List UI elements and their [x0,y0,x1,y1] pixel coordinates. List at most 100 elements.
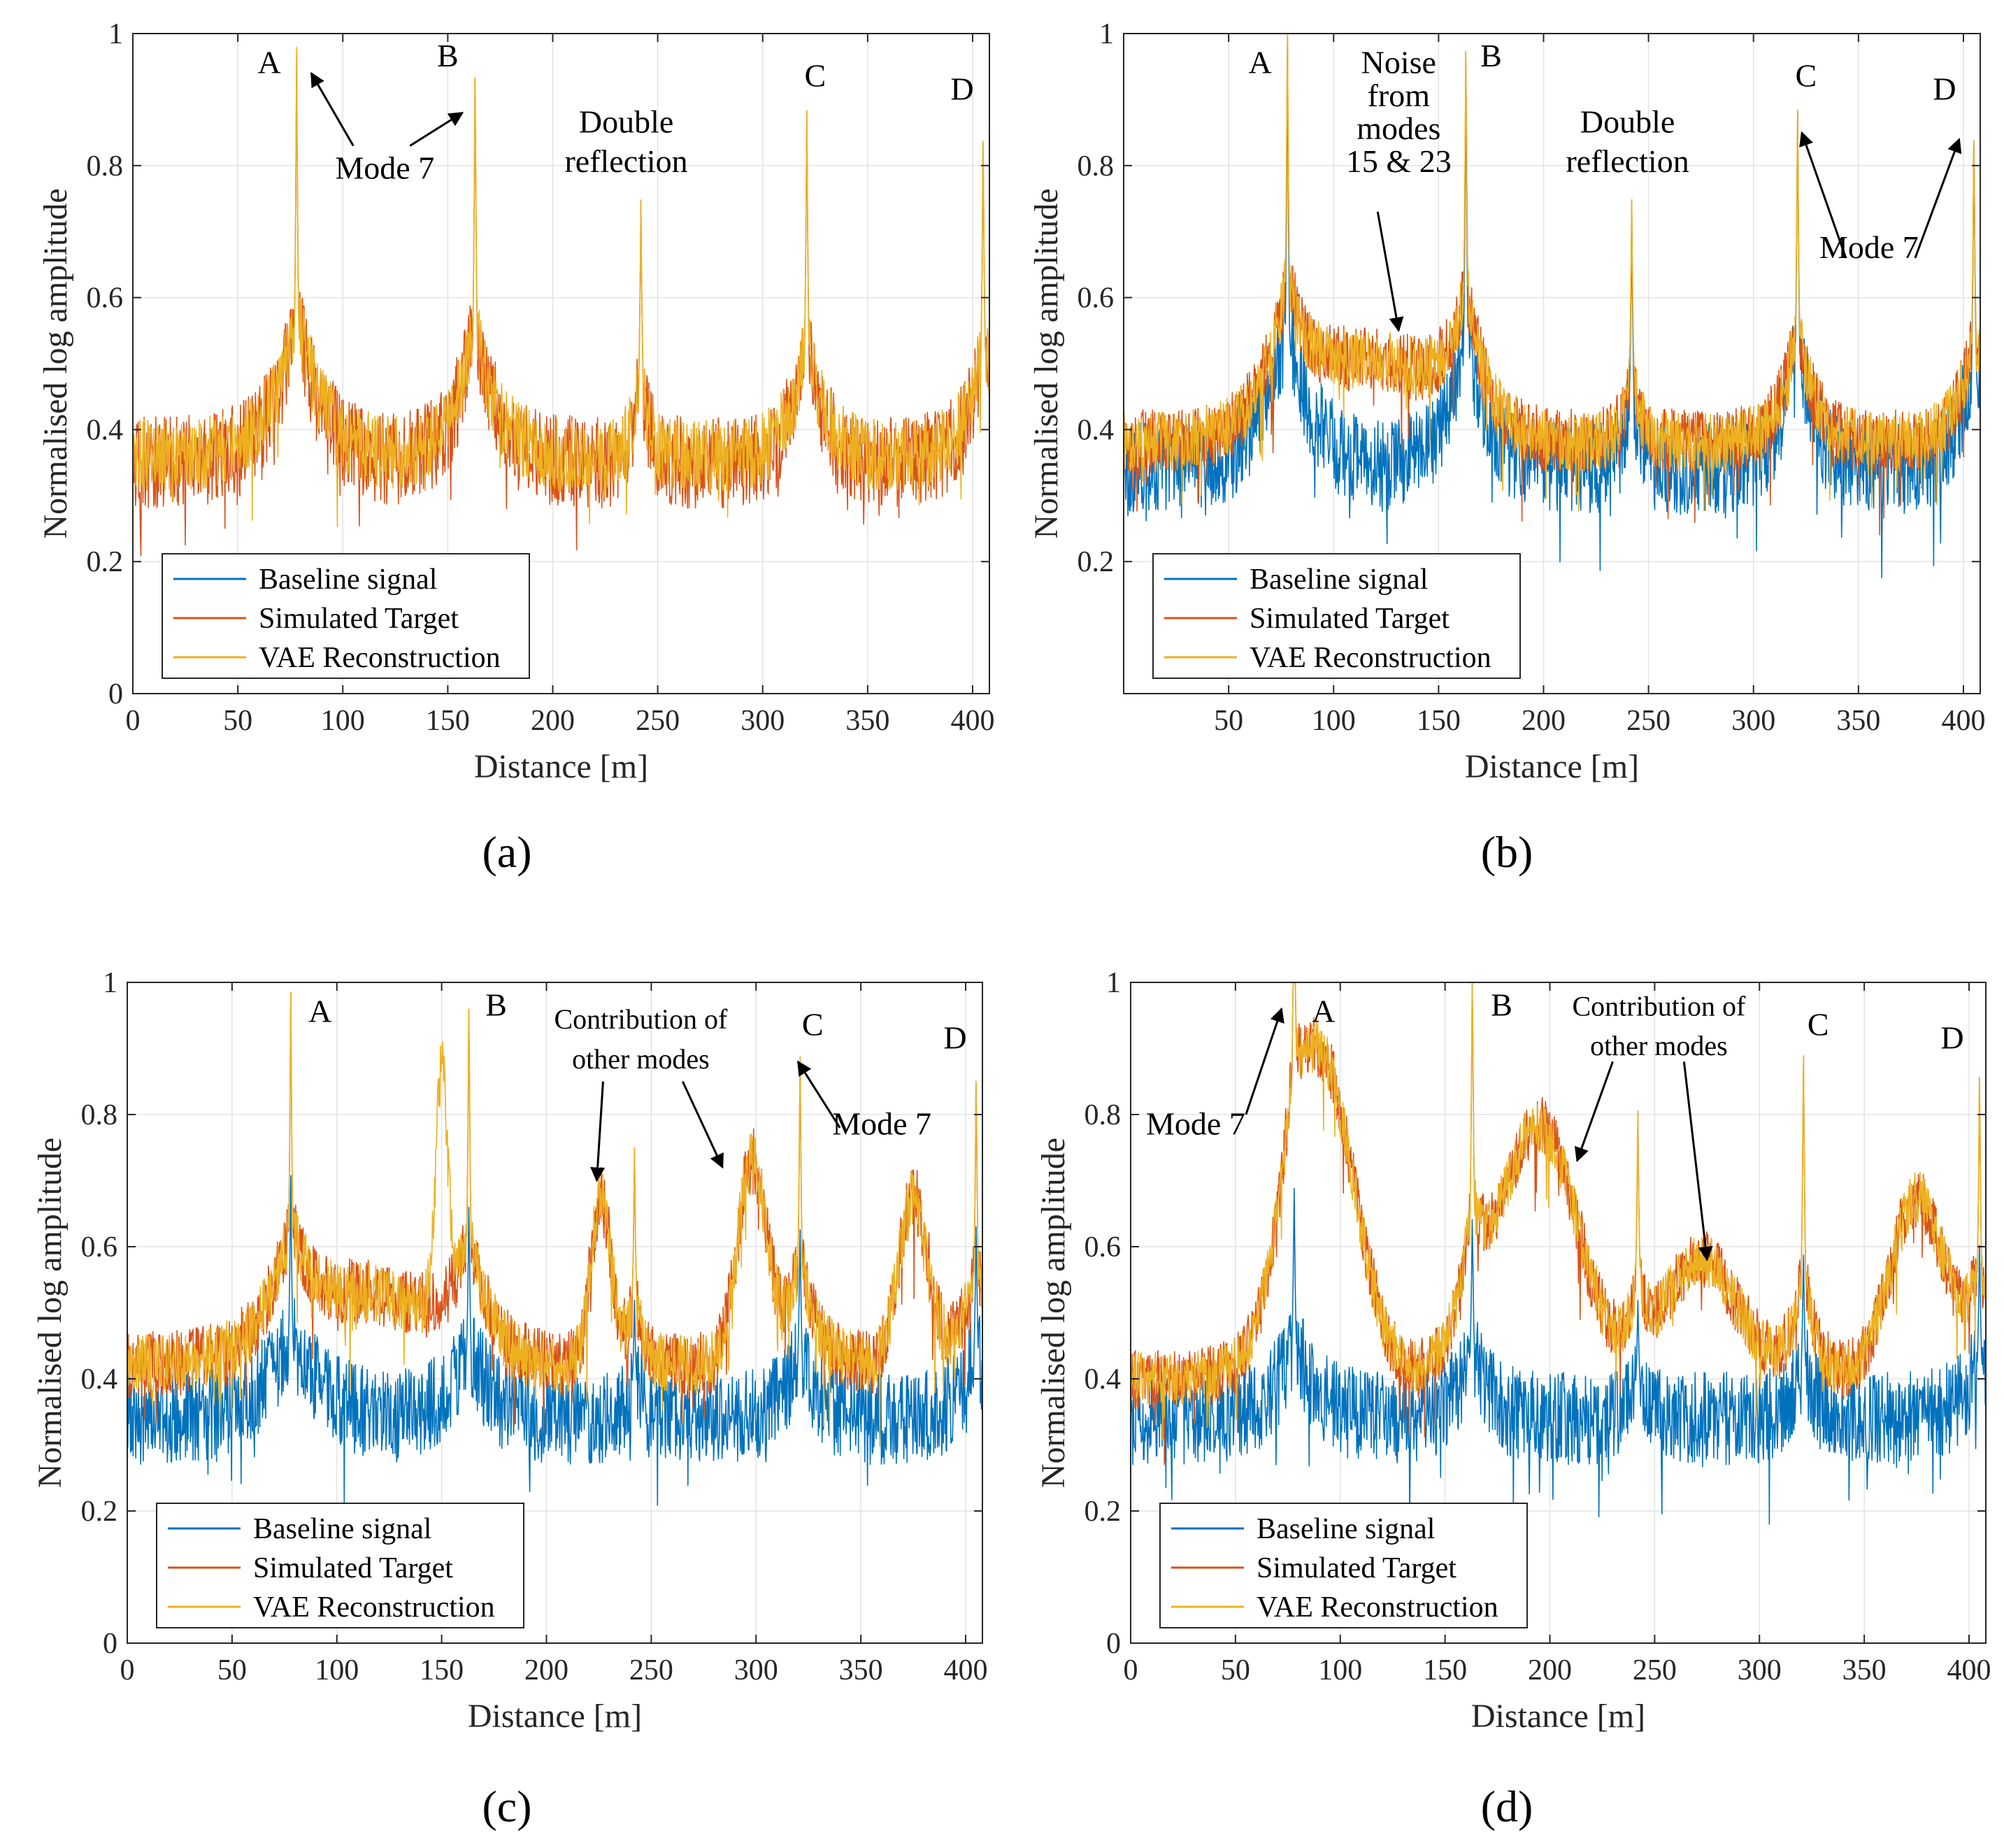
x-tick-label: 0 [1124,1654,1138,1686]
x-tick-label: 400 [1941,705,1985,737]
legend: Baseline signal Simulated Target VAE Recon… [156,1503,524,1628]
x-tick-label: 350 [1836,705,1880,737]
y-tick-label: 0.4 [87,414,124,446]
x-tick-label: 350 [839,1654,883,1686]
y-tick-label: 0.4 [81,1363,118,1396]
annotation-arrow [681,1081,724,1169]
annotation-label: B [1491,987,1512,1022]
annotation-label: Contribution of [554,1003,728,1035]
x-tick-label: 150 [426,705,470,737]
x-axis-label: Distance [m] [474,748,648,785]
panel-c-caption: (c) [482,1782,531,1831]
x-tick-label: 200 [524,1654,568,1686]
x-tick-label: 250 [636,705,680,737]
legend-entry: Simulated Target [253,1552,453,1584]
legend-entry: Baseline signal [1257,1513,1435,1545]
annotation-arrow [1376,211,1404,332]
annotation-label: A [1249,45,1272,80]
x-axis-label: Distance [m] [1471,1698,1645,1735]
annotation-label: Mode 7 [832,1105,931,1141]
y-tick-label: 1 [108,18,123,50]
panel-d-caption: (d) [1481,1782,1533,1831]
axes-frame [1130,982,1987,1644]
y-tick-label: 0.8 [1078,150,1115,182]
x-tick-label: 0 [120,1654,135,1686]
series-line-baseline-signal [1131,1187,1986,1525]
y-tick-label: 0.8 [81,1099,118,1131]
x-tick-label: 250 [1633,1654,1677,1686]
x-tick-label: 400 [1947,1654,1991,1686]
annotation-arrow [409,112,464,147]
x-tick-label: 400 [950,705,994,737]
panel-c: (c) 0 50 100 150 200 250 300 350 400 0 0.2 0.4 0.6 0.… [31,967,988,1831]
x-tick-label: 150 [420,1654,464,1686]
y-tick-label: 0.4 [1085,1363,1122,1396]
legend-entry: Simulated Target [1257,1552,1457,1584]
x-tick-label: 100 [1312,705,1356,737]
legend-entry: VAE Reconstruction [1257,1591,1498,1624]
annotation-arrow [796,1060,841,1129]
legend: Baseline signal Simulated Target VAE Recon… [1159,1503,1528,1628]
annotation-label: C [802,1007,824,1043]
annotation-label: Mode 7 [1819,229,1919,265]
y-tick-label: 0.4 [1078,414,1115,446]
annotation-label: D [1933,71,1956,106]
legend-entry: Simulated Target [1250,603,1450,635]
annotation-label: A [308,994,331,1029]
annotation-label: reflection [564,143,687,179]
y-tick-label: 0.2 [81,1496,118,1528]
y-tick-label: 0.6 [1078,282,1115,315]
axes-frame [127,982,983,1644]
x-axis-label: Distance [m] [1465,748,1639,785]
axes-frame [1123,33,1981,694]
annotation-label: 15 & 23 [1346,143,1452,179]
x-tick-label: 200 [1528,1654,1572,1686]
y-tick-label: 0.6 [87,282,124,315]
annotation-label: from [1368,78,1431,113]
x-tick-label: 100 [315,1654,359,1686]
annotation-label: modes [1357,110,1440,146]
y-tick-label: 1 [103,967,117,999]
panel-a-caption: (a) [482,827,531,877]
legend-entry: VAE Reconstruction [1250,642,1491,674]
x-tick-label: 300 [1738,1654,1782,1686]
series-group [1124,34,1980,579]
series-line-vae-reconstruction [1124,34,1980,512]
x-tick-label: 300 [1731,705,1775,737]
y-axis-label: Normalised log amplitude [1035,1138,1072,1488]
annotation-label: D [950,71,973,106]
y-tick-label: 0 [108,678,123,710]
x-tick-label: 100 [321,705,365,737]
y-tick-label: 0.6 [1085,1231,1122,1263]
annotation-arrow [1799,131,1847,259]
legend-entry: Baseline signal [253,1513,431,1545]
annotation-label: Noise [1361,45,1436,80]
y-tick-label: 0.2 [1078,546,1115,578]
annotation-arrow [1914,138,1962,259]
annotation-label: B [437,38,459,73]
y-axis-label: Normalised log amplitude [1028,188,1065,538]
x-tick-label: 250 [629,1654,673,1686]
panel-a: (a) 0 50 100 150 200 250 300 350 400 0 0.2 0.4 0.6 0.… [37,18,994,877]
x-tick-label: 250 [1626,705,1670,737]
y-tick-label: 0 [103,1628,117,1660]
series-line-vae-reconstruction [133,47,989,528]
annotation-label: Contribution of [1572,990,1745,1022]
annotation-label: other modes [1590,1030,1728,1061]
y-tick-label: 0.8 [87,150,124,182]
x-tick-label: 350 [845,705,889,737]
y-tick-label: 0.2 [1085,1496,1122,1528]
panel-d: (d) 0 50 100 150 200 250 300 350 400 0 0.2 0.4 0.6 0.… [1035,967,1991,1831]
y-tick-label: 1 [1106,967,1121,999]
x-axis-label: Distance [m] [468,1698,642,1735]
annotation-label: B [485,987,507,1022]
series-line-vae-reconstruction [127,991,982,1447]
legend-entry: Baseline signal [259,564,437,596]
x-tick-label: 300 [740,705,785,737]
x-tick-label: 50 [1221,1654,1250,1686]
legend-entry: Simulated Target [259,603,459,635]
x-tick-label: 150 [1423,1654,1467,1686]
annotation-label: Double [579,104,673,140]
annotation-label: C [1808,1007,1829,1043]
